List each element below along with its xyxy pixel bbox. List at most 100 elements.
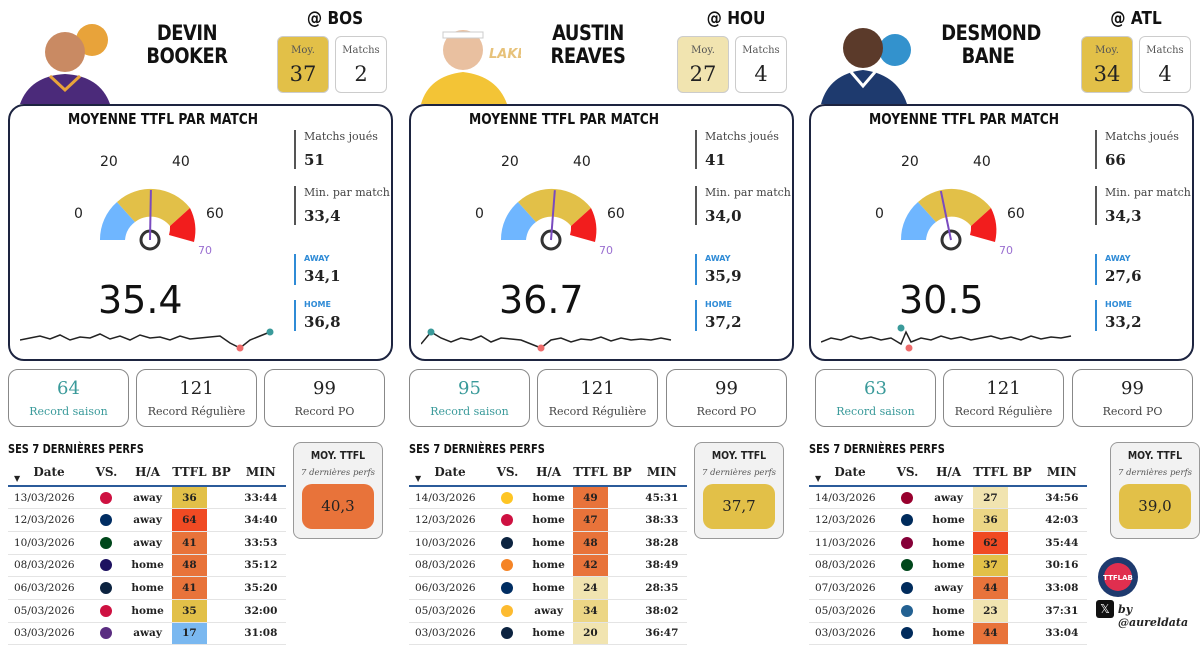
- sort-down-icon[interactable]: ▼: [415, 473, 422, 483]
- column-ha[interactable]: H/A: [523, 458, 574, 487]
- row-ttfl: 34: [573, 599, 608, 623]
- header-matchs-box: Matchs 2: [335, 36, 387, 93]
- table-row: 07/03/2026 away 44 33:08: [809, 576, 1087, 600]
- home-stat: HOME 36,8: [294, 300, 341, 331]
- record-po-box: 99 Record PO: [264, 369, 385, 427]
- sort-down-icon[interactable]: ▼: [14, 473, 21, 483]
- column-ttfl[interactable]: TTFL: [172, 458, 207, 487]
- matchs-joues-stat: Matchs joués 41: [695, 130, 779, 169]
- row-bp: [1007, 554, 1037, 578]
- row-ttfl: 23: [973, 599, 1008, 623]
- column-ttfl[interactable]: TTFL: [573, 458, 608, 487]
- column-ha[interactable]: H/A: [923, 458, 974, 487]
- row-bp: [607, 576, 637, 600]
- column-vs[interactable]: VS.: [491, 458, 524, 487]
- perfs-title: SES 7 DERNIÈRES PERFS: [809, 442, 945, 456]
- main-title: MOYENNE TTFL PAR MATCH: [68, 110, 259, 128]
- table-row: 05/03/2026 home 23 37:31: [809, 599, 1087, 623]
- column-bp[interactable]: BP: [206, 458, 236, 487]
- min-par-match-stat: Min. par match 33,4: [294, 186, 390, 225]
- record-po-label: Record PO: [294, 405, 355, 418]
- row-date: 05/03/2026: [409, 599, 491, 623]
- column-vs[interactable]: VS.: [891, 458, 924, 487]
- gauge-needle: [939, 190, 952, 241]
- row-bp: [607, 508, 637, 532]
- row-date: 06/03/2026: [8, 576, 90, 600]
- moy-value: 37,7: [703, 484, 775, 529]
- home-value: 37,2: [705, 313, 742, 331]
- row-ha: home: [923, 622, 974, 646]
- sparkline-min-point: [905, 344, 913, 352]
- player-panel-bane: DESMOND BANE @ ATL Moy. 34 Matchs 4 MOYE…: [805, 0, 1200, 650]
- player-first-name: AUSTIN: [552, 21, 624, 45]
- table-row: 08/03/2026 home 37 30:16: [809, 554, 1087, 578]
- column-min[interactable]: MIN: [1036, 458, 1087, 487]
- row-date: 05/03/2026: [809, 599, 891, 623]
- pacers-logo: [501, 582, 514, 595]
- column-date[interactable]: ▼ Date: [8, 458, 90, 487]
- row-vs: [90, 486, 123, 510]
- record-reguliere-value: 121: [580, 378, 615, 399]
- row-ttfl: 62: [973, 531, 1008, 555]
- row-ttfl: 47: [573, 508, 608, 532]
- row-date: 11/03/2026: [809, 531, 891, 555]
- column-bp[interactable]: BP: [607, 458, 637, 487]
- player-name: AUSTIN REAVES: [541, 22, 635, 68]
- perfs-title: SES 7 DERNIÈRES PERFS: [409, 442, 545, 456]
- moy-ttfl-card: MOY. TTFL 7 dernières perfs 40,3: [293, 442, 383, 539]
- player-last-name: BANE: [961, 44, 1015, 68]
- row-ha: home: [523, 576, 574, 600]
- column-date[interactable]: ▼ Date: [809, 458, 891, 487]
- moy-subtitle: 7 dernières perfs: [300, 468, 376, 478]
- gauge-tick-40: 40: [973, 154, 991, 170]
- sparkline-max-point: [897, 324, 905, 332]
- row-date: 08/03/2026: [8, 554, 90, 578]
- matchs-joues-label: Matchs joués: [304, 130, 378, 143]
- row-bp: [206, 622, 236, 646]
- row-ha: away: [523, 599, 574, 623]
- min-label: Min. par match: [304, 186, 390, 199]
- min-label: Min. par match: [1105, 186, 1191, 199]
- row-ttfl: 20: [573, 622, 608, 646]
- matchs-joues-stat: Matchs joués 51: [294, 130, 378, 169]
- column-min[interactable]: MIN: [235, 458, 286, 487]
- record-reguliere-label: Record Régulière: [147, 405, 246, 418]
- column-vs[interactable]: VS.: [90, 458, 123, 487]
- x-logo-icon[interactable]: 𝕏: [1096, 600, 1114, 618]
- row-min: 33:08: [1036, 576, 1087, 600]
- pelicans-logo: [501, 627, 514, 640]
- gauge-needle: [149, 189, 152, 241]
- gauge-svg: [900, 188, 997, 251]
- row-date: 14/03/2026: [409, 486, 491, 510]
- timberwolves-logo: [501, 536, 514, 549]
- row-bp: [206, 599, 236, 623]
- row-ttfl: 41: [172, 576, 207, 600]
- column-ha[interactable]: H/A: [122, 458, 173, 487]
- column-bp[interactable]: BP: [1007, 458, 1037, 487]
- row-bp: [206, 508, 236, 532]
- table-row: 03/03/2026 home 20 36:47: [409, 622, 687, 646]
- column-ttfl[interactable]: TTFL: [973, 458, 1008, 487]
- header-moy-box: Moy. 34: [1081, 36, 1133, 93]
- row-min: 33:04: [1036, 622, 1087, 646]
- table-row: 12/03/2026 home 47 38:33: [409, 508, 687, 532]
- row-vs: [891, 508, 924, 532]
- sort-down-icon[interactable]: ▼: [815, 473, 822, 483]
- column-min[interactable]: MIN: [636, 458, 687, 487]
- row-date: 06/03/2026: [409, 576, 491, 600]
- column-date[interactable]: ▼ Date: [409, 458, 491, 487]
- knicks-logo: [501, 559, 514, 572]
- away-label: AWAY: [705, 254, 731, 263]
- record-saison-label: Record saison: [430, 405, 509, 418]
- header-moy-value: 27: [689, 62, 717, 86]
- player-header: LAKERS AUSTIN REAVES @ HOU Moy. 27 Match…: [405, 0, 800, 104]
- row-ttfl: 36: [172, 486, 207, 510]
- row-min: 38:28: [636, 531, 687, 555]
- sparkline-max-point: [266, 328, 274, 336]
- matchs-joues-label: Matchs joués: [705, 130, 779, 143]
- gauge-svg: [500, 188, 597, 251]
- main-title: MOYENNE TTFL PAR MATCH: [869, 110, 1060, 128]
- row-date: 03/03/2026: [409, 622, 491, 646]
- row-vs: [491, 576, 524, 600]
- gauge-needle: [550, 190, 556, 241]
